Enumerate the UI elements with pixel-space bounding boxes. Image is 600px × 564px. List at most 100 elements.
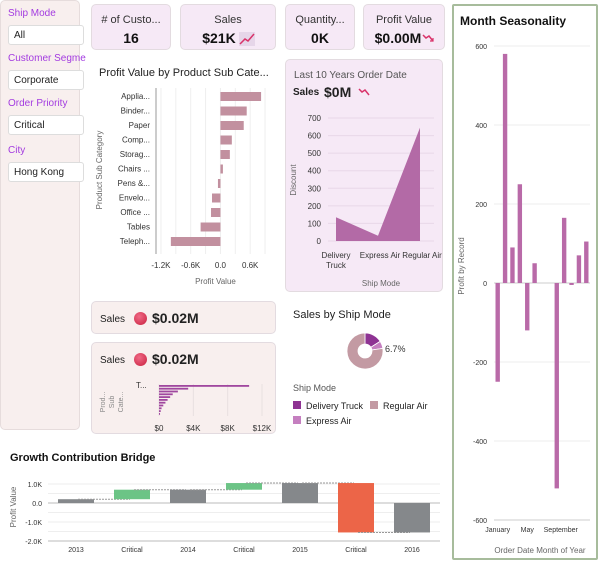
tick-label: 700 — [308, 114, 322, 123]
trend-down-icon — [358, 88, 370, 96]
bar — [159, 407, 162, 410]
legend-item[interactable]: Regular Air — [370, 401, 428, 411]
axis-title: Discount — [289, 164, 298, 196]
tick-label: $12K — [253, 424, 272, 433]
legend-item[interactable]: Express Air — [293, 416, 352, 426]
kpi-sales[interactable]: Sales $21K — [180, 4, 276, 50]
category-label: 2016 — [404, 547, 420, 554]
category-label: Delivery — [322, 251, 351, 260]
category-label: Applia... — [121, 92, 150, 101]
category-label: Teleph... — [120, 237, 150, 246]
bar — [159, 413, 161, 415]
donut-chart: 6.7% — [346, 332, 406, 370]
sales-value: $0.02M — [152, 351, 199, 367]
sales-value: $0.02M — [152, 310, 199, 326]
bar — [517, 184, 523, 283]
filter-label-customer-segment: Customer Segment — [8, 53, 86, 64]
bar — [159, 387, 189, 390]
legend-swatch — [370, 401, 378, 409]
bar — [159, 385, 250, 387]
trend-down-icon — [422, 34, 434, 42]
tick-label: -1.2K — [151, 261, 171, 270]
tick-label: 100 — [308, 219, 322, 228]
category-label: Envelo... — [119, 194, 150, 203]
filter-order-priority[interactable]: Critical — [8, 115, 84, 135]
axis-title: Sub — [109, 396, 116, 409]
donut-slice — [346, 332, 384, 370]
tick-label: 0 — [483, 281, 487, 288]
kpi-value: $21K — [202, 30, 236, 46]
filter-city[interactable]: Hong Kong — [8, 162, 84, 182]
kpi-profit[interactable]: Profit Value $0.00M — [363, 4, 445, 50]
legend-item[interactable]: Delivery Truck — [293, 401, 363, 411]
bridge-chart: 1.0K 0.0 -1.0K -2.0K 2013 Critical 2014 Critica… — [9, 482, 440, 554]
category-label: Office ... — [120, 208, 150, 217]
category-label: 2013 — [68, 547, 84, 554]
tick-label: 0.0 — [32, 501, 42, 508]
filter-panel: Ship Mode All Customer Segment Corporate… — [0, 0, 86, 430]
tick-label: 400 — [475, 123, 487, 130]
bar — [502, 53, 508, 284]
kpi-quantity[interactable]: Quantity... 0K — [285, 4, 355, 50]
sales-label: Sales — [100, 314, 126, 325]
bar — [220, 92, 262, 101]
axis-title: Order Date Month of Year — [494, 546, 586, 555]
tick-label: 600 — [475, 44, 487, 51]
bar — [532, 263, 537, 283]
bar — [159, 401, 166, 404]
filter-ship-mode[interactable]: All — [8, 25, 84, 45]
tick-label: 200 — [475, 202, 487, 209]
axis-title: Profit by Record — [457, 237, 466, 294]
seasonality-panel: Month Seasonality 600 400 200 0 -200 -400 -600… — [452, 4, 598, 560]
category-label: Paper — [129, 121, 151, 130]
filter-label-city: City — [8, 145, 26, 156]
bar — [58, 499, 94, 503]
bar — [220, 150, 230, 159]
bar — [212, 193, 221, 203]
sales-label: Sales — [100, 355, 126, 366]
tick-label: $0 — [155, 424, 164, 433]
category-label: Pens &... — [118, 179, 150, 188]
tick-label: September — [544, 527, 579, 534]
legend-label: Regular Air — [383, 401, 428, 411]
area-subtitle: Last 10 Years Order Date — [294, 70, 407, 81]
filter-label-ship-mode: Ship Mode — [8, 8, 56, 19]
bar — [200, 222, 221, 232]
kpi-customers[interactable]: # of Custo... 16 — [91, 4, 171, 50]
category-label: Comp... — [122, 136, 150, 145]
bar — [159, 404, 164, 407]
bar — [217, 179, 221, 188]
kpi-value: 16 — [123, 30, 139, 46]
kpi-title: Sales — [214, 14, 242, 26]
sales-card: Sales $0.02M — [91, 301, 276, 334]
donut-label: 6.7% — [385, 344, 406, 354]
bar — [170, 237, 221, 246]
kpi-value: $0.00M — [374, 30, 422, 46]
tick-label: 1.0K — [28, 482, 43, 489]
filter-label-order-priority: Order Priority — [8, 98, 68, 109]
category-label: Truck — [326, 261, 347, 270]
mini-bar-chart: $0 $4K $8K $12K T... Prod... Sub Cate... — [100, 381, 272, 433]
category-label: 2015 — [292, 547, 308, 554]
trend-up-icon — [239, 32, 255, 46]
category-label: Chairs ... — [118, 165, 150, 174]
seasonality-title: Month Seasonality — [460, 14, 567, 28]
tick-label: January — [485, 527, 510, 534]
axis-title: Profit Value — [195, 277, 236, 286]
bar — [510, 247, 515, 283]
bar — [569, 283, 574, 285]
area-metric-value: $0M — [324, 84, 352, 100]
area-chart-panel: Last 10 Years Order Date Sales $0M 0 100 2… — [285, 59, 443, 292]
bar — [170, 489, 206, 503]
filter-customer-segment[interactable]: Corporate — [8, 70, 84, 90]
donut-title: Sales by Ship Mode — [293, 309, 391, 321]
status-dot-icon — [134, 353, 147, 366]
tick-label: -2.0K — [25, 539, 42, 546]
bar — [211, 208, 221, 217]
category-label: Regular Air — [402, 251, 442, 260]
seasonality-chart: 600 400 200 0 -200 -400 -600 January May Septembe… — [457, 44, 590, 555]
category-label: T... — [136, 381, 147, 390]
category-label: Critical — [233, 547, 255, 554]
category-label: 2014 — [180, 547, 196, 554]
